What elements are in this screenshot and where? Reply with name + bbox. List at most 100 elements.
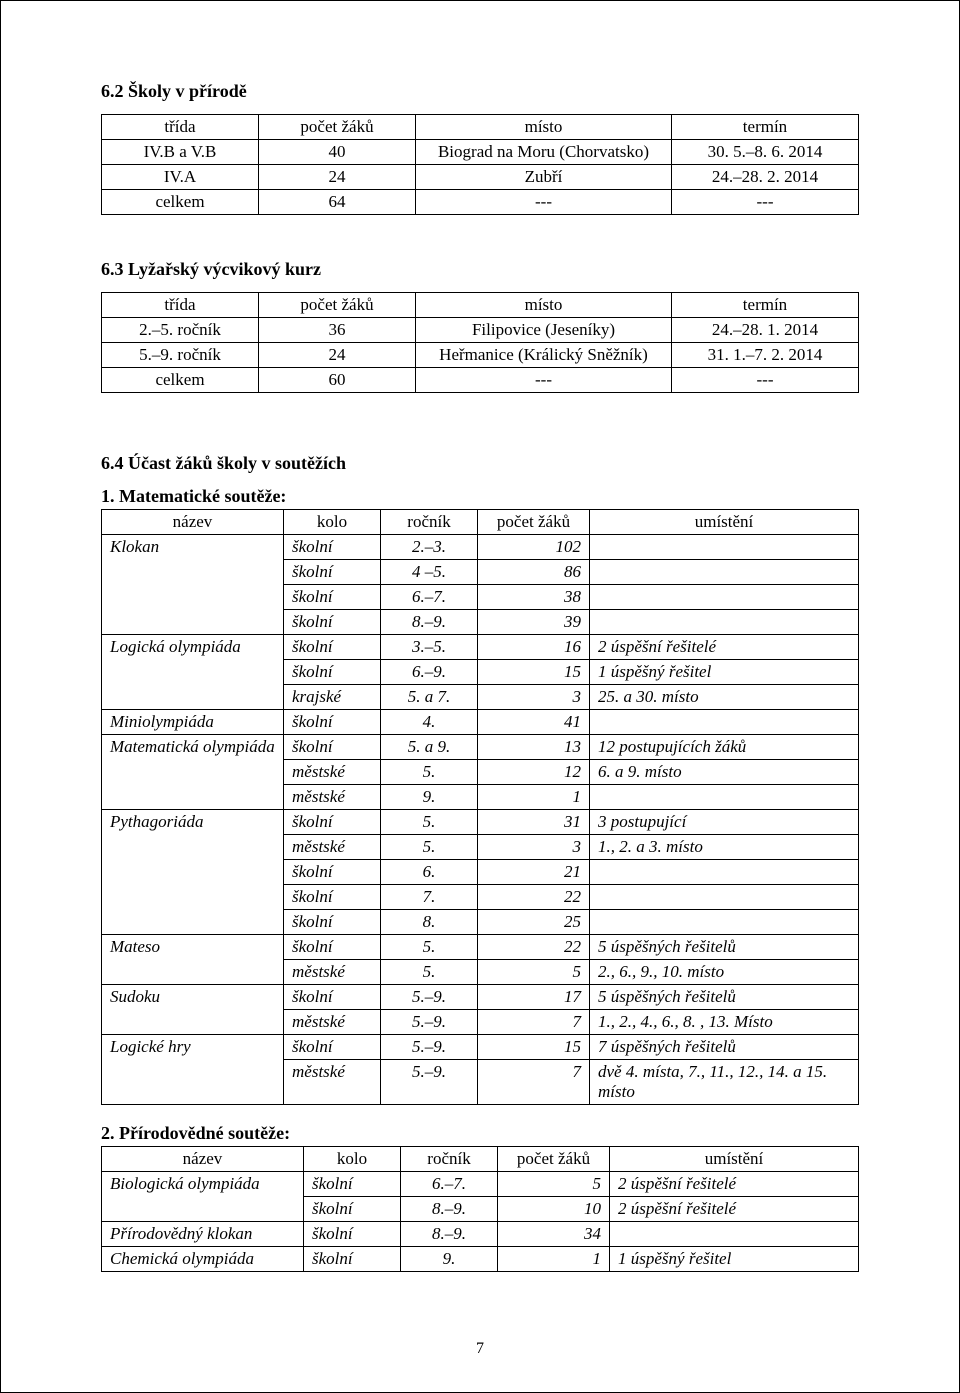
- competition-name: Logické hry: [102, 1035, 284, 1105]
- table-row: 2.–5. ročník 36 Filipovice (Jeseníky) 24…: [102, 318, 859, 343]
- competition-name: Mateso: [102, 935, 284, 985]
- cell-pocet-zaku: 102: [478, 535, 590, 560]
- cell-kolo: školní: [284, 1035, 381, 1060]
- cell-kolo: školní: [284, 560, 381, 585]
- cell-umisteni: 1 úspěšný řešitel: [590, 660, 859, 685]
- table-row: Matesoškolní5.225 úspěšných řešitelů: [102, 935, 859, 960]
- cell-rocnik: 2.–3.: [381, 535, 478, 560]
- cell-rocnik: 4.: [381, 710, 478, 735]
- cell-umisteni: 6. a 9. místo: [590, 760, 859, 785]
- cell-rocnik: 5.: [381, 835, 478, 860]
- cell-umisteni: 12 postupujících žáků: [590, 735, 859, 760]
- cell-rocnik: 5.–9.: [381, 1010, 478, 1035]
- cell-pocet-zaku: 7: [478, 1060, 590, 1105]
- cell-pocet-zaku: 21: [478, 860, 590, 885]
- competition-name: Logická olympiáda: [102, 635, 284, 710]
- cell-rocnik: 9.: [401, 1247, 498, 1272]
- cell-umisteni: 2 úspěšní řešitelé: [610, 1172, 859, 1197]
- cell-pocet-zaku: 22: [478, 935, 590, 960]
- table-row: IV.A 24 Zubří 24.–28. 2. 2014: [102, 165, 859, 190]
- cell-pocet-zaku: 22: [478, 885, 590, 910]
- cell-pocet-zaku: 1: [478, 785, 590, 810]
- table-row: Klokanškolní2.–3.102: [102, 535, 859, 560]
- cell-umisteni: 2 úspěšní řešitelé: [610, 1197, 859, 1222]
- cell-pocet-zaku: 41: [478, 710, 590, 735]
- cell-umisteni: 25. a 30. místo: [590, 685, 859, 710]
- cell-kolo: městské: [284, 1060, 381, 1105]
- cell-rocnik: 7.: [381, 885, 478, 910]
- table-row: IV.B a V.B 40 Biograd na Moru (Chorvatsk…: [102, 140, 859, 165]
- section-6-4-title: 6.4 Účast žáků školy v soutěžích: [101, 453, 859, 474]
- cell-pocet-zaku: 10: [498, 1197, 610, 1222]
- table-row: celkem 64 --- ---: [102, 190, 859, 215]
- th-kolo: kolo: [284, 510, 381, 535]
- cell-umisteni: 5 úspěšných řešitelů: [590, 935, 859, 960]
- cell-rocnik: 8.–9.: [381, 610, 478, 635]
- th-pocet-zaku: počet žáků: [498, 1147, 610, 1172]
- cell-umisteni: 5 úspěšných řešitelů: [590, 985, 859, 1010]
- cell-kolo: školní: [284, 610, 381, 635]
- cell-pocet-zaku: 3: [478, 835, 590, 860]
- cell-kolo: školní: [304, 1222, 401, 1247]
- cell-rocnik: 6.–9.: [381, 660, 478, 685]
- cell-kolo: školní: [304, 1247, 401, 1272]
- cell-rocnik: 5. a 7.: [381, 685, 478, 710]
- section-6-3-title: 6.3 Lyžařský výcvikový kurz: [101, 259, 859, 280]
- competition-name: Biologická olympiáda: [102, 1172, 304, 1222]
- competition-name: Chemická olympiáda: [102, 1247, 304, 1272]
- cell-kolo: krajské: [284, 685, 381, 710]
- cell-rocnik: 5.: [381, 810, 478, 835]
- cell-rocnik: 5.–9.: [381, 985, 478, 1010]
- cell-kolo: školní: [284, 635, 381, 660]
- cell-kolo: městské: [284, 785, 381, 810]
- cell-umisteni: [590, 910, 859, 935]
- cell-umisteni: [590, 860, 859, 885]
- th-umisteni: umístění: [610, 1147, 859, 1172]
- table-row: celkem 60 --- ---: [102, 368, 859, 393]
- cell-pocet-zaku: 5: [498, 1172, 610, 1197]
- cell-rocnik: 3.–5.: [381, 635, 478, 660]
- cell-pocet-zaku: 15: [478, 1035, 590, 1060]
- cell-kolo: školní: [284, 710, 381, 735]
- cell-pocet-zaku: 17: [478, 985, 590, 1010]
- th-pocet-zaku: počet žáků: [259, 293, 416, 318]
- th-pocet-zaku: počet žáků: [259, 115, 416, 140]
- cell-pocet-zaku: 3: [478, 685, 590, 710]
- cell-umisteni: 2., 6., 9., 10. místo: [590, 960, 859, 985]
- cell-umisteni: [590, 535, 859, 560]
- th-misto: místo: [416, 293, 672, 318]
- th-trida: třída: [102, 115, 259, 140]
- table-row: Sudokuškolní5.–9.175 úspěšných řešitelů: [102, 985, 859, 1010]
- cell-rocnik: 6.–7.: [381, 585, 478, 610]
- cell-umisteni: 3 postupující: [590, 810, 859, 835]
- cell-pocet-zaku: 15: [478, 660, 590, 685]
- cell-pocet-zaku: 38: [478, 585, 590, 610]
- th-rocnik: ročník: [401, 1147, 498, 1172]
- table-row: Chemická olympiádaškolní9.11 úspěšný řeš…: [102, 1247, 859, 1272]
- cell-pocet-zaku: 31: [478, 810, 590, 835]
- cell-kolo: školní: [304, 1197, 401, 1222]
- cell-kolo: školní: [284, 535, 381, 560]
- cell-kolo: školní: [284, 885, 381, 910]
- cell-umisteni: [590, 585, 859, 610]
- cell-kolo: městské: [284, 1010, 381, 1035]
- cell-umisteni: [590, 610, 859, 635]
- cell-pocet-zaku: 7: [478, 1010, 590, 1035]
- cell-umisteni: dvě 4. místa, 7., 11., 12., 14. a 15. mí…: [590, 1060, 859, 1105]
- cell-umisteni: 7 úspěšných řešitelů: [590, 1035, 859, 1060]
- cell-kolo: školní: [284, 735, 381, 760]
- cell-kolo: školní: [284, 860, 381, 885]
- table-lyzarsky-kurz: třída počet žáků místo termín 2.–5. ročn…: [101, 292, 859, 393]
- th-pocet-zaku: počet žáků: [478, 510, 590, 535]
- cell-umisteni: 1., 2., 4., 6., 8. , 13. Místo: [590, 1010, 859, 1035]
- table-row: Pythagoriádaškolní5.313 postupující: [102, 810, 859, 835]
- section-6-2-title: 6.2 Školy v přírodě: [101, 81, 859, 102]
- cell-rocnik: 8.: [381, 910, 478, 935]
- cell-umisteni: [610, 1222, 859, 1247]
- cell-rocnik: 5.–9.: [381, 1060, 478, 1105]
- cell-rocnik: 4 –5.: [381, 560, 478, 585]
- th-termin: termín: [672, 293, 859, 318]
- cell-umisteni: 2 úspěšní řešitelé: [590, 635, 859, 660]
- cell-rocnik: 8.–9.: [401, 1222, 498, 1247]
- cell-rocnik: 8.–9.: [401, 1197, 498, 1222]
